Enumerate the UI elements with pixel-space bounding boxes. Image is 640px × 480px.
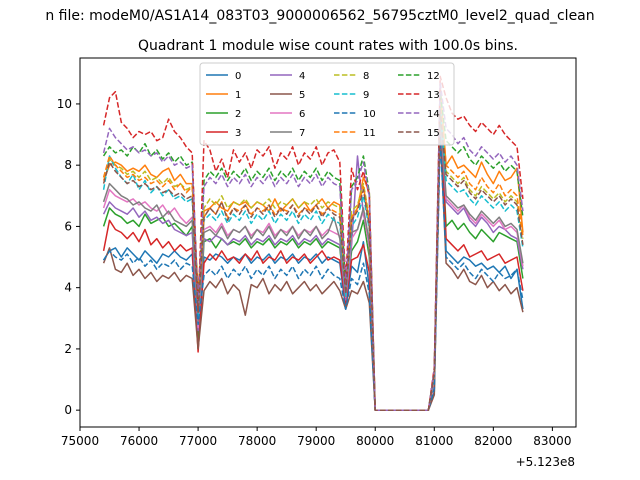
legend-box xyxy=(199,62,455,146)
x-tick-label: 75000 xyxy=(61,434,99,448)
series-line-9 xyxy=(102,106,524,411)
series-line-0 xyxy=(102,103,524,411)
y-axis: 0 2 4 6 8 10 xyxy=(57,97,80,417)
legend-label-13: 13 xyxy=(427,90,440,101)
y-tick-label: 8 xyxy=(64,158,72,172)
y-tick-label: 6 xyxy=(64,219,72,233)
x-tick-label: 79000 xyxy=(297,434,335,448)
y-tick-label: 10 xyxy=(57,97,72,111)
chart-title: Quadrant 1 module wise count rates with … xyxy=(138,38,518,54)
series-layer xyxy=(102,75,524,411)
series-line-11 xyxy=(102,90,524,411)
axes-frame xyxy=(79,57,577,428)
legend-label-1: 1 xyxy=(235,90,241,101)
x-tick-label: 77000 xyxy=(179,434,217,448)
x-tick-label: 82000 xyxy=(474,434,512,448)
legend-label-6: 6 xyxy=(299,109,305,120)
legend-label-15: 15 xyxy=(427,128,440,139)
x-offset-label: +5.123e8 xyxy=(516,455,575,469)
legend-label-10: 10 xyxy=(363,109,376,120)
series-line-12 xyxy=(102,90,524,411)
series-line-4 xyxy=(102,118,524,411)
figure-suptitle: n file: modeM0/AS1A14_083T03_9000006562_… xyxy=(45,8,594,24)
legend-label-14: 14 xyxy=(427,109,440,120)
x-tick-label: 76000 xyxy=(120,434,158,448)
legend-label-3: 3 xyxy=(235,128,241,139)
series-line-5 xyxy=(102,130,524,411)
x-axis: 75000 76000 77000 78000 79000 80000 81000 82000… xyxy=(61,427,571,448)
legend-label-9: 9 xyxy=(363,90,369,101)
series-line-3 xyxy=(102,93,524,411)
x-tick-label: 80000 xyxy=(356,434,394,448)
y-tick-label: 4 xyxy=(64,281,72,295)
legend-label-11: 11 xyxy=(363,128,376,139)
x-tick-label: 78000 xyxy=(238,434,276,448)
y-tick-label: 2 xyxy=(64,342,72,356)
x-tick-label: 83000 xyxy=(533,434,571,448)
legend-label-2: 2 xyxy=(235,109,241,120)
series-line-15 xyxy=(102,109,524,411)
x-tick-label: 81000 xyxy=(415,434,453,448)
legend-label-0: 0 xyxy=(235,71,241,82)
series-line-8 xyxy=(102,100,524,411)
series-line-10 xyxy=(102,136,524,411)
series-line-7 xyxy=(102,112,524,411)
legend-label-5: 5 xyxy=(299,90,305,101)
series-line-6 xyxy=(102,115,524,411)
legend-label-7: 7 xyxy=(299,128,305,139)
legend-label-8: 8 xyxy=(363,71,369,82)
legend-label-12: 12 xyxy=(427,71,440,82)
y-tick-label: 0 xyxy=(64,403,72,417)
series-line-2 xyxy=(102,109,524,411)
legend-label-4: 4 xyxy=(299,71,305,82)
